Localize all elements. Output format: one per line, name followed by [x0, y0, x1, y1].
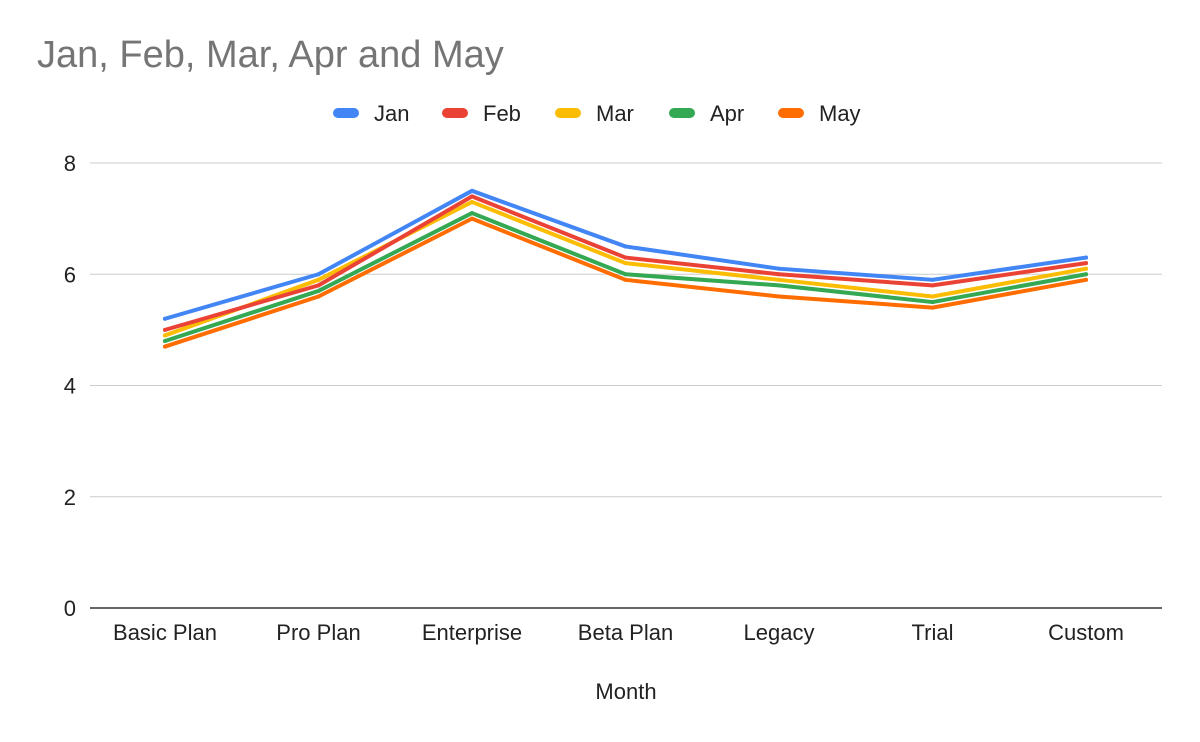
data-point-jan [470, 188, 474, 193]
y-tick-label: 4 [64, 374, 76, 399]
data-point-mar [777, 277, 781, 282]
data-point-mar [930, 294, 935, 299]
data-point-apr [623, 272, 628, 277]
data-point-jan [623, 244, 628, 249]
data-point-feb [163, 327, 167, 332]
x-axis: Basic Plan Pro Plan Enterprise Beta Plan Leg… [113, 620, 1124, 645]
legend-label-may: May [819, 101, 861, 126]
legend: Jan Feb Mar Apr May [333, 101, 861, 126]
x-tick-label: Trial [912, 620, 954, 645]
legend-swatch-feb [442, 108, 468, 118]
data-point-apr [777, 283, 781, 288]
data-point-apr [316, 288, 321, 293]
data-point-jan [930, 277, 935, 282]
data-point-jan [1084, 255, 1088, 260]
data-point-mar [623, 261, 628, 266]
data-point-jan [316, 272, 321, 277]
legend-swatch-may [778, 108, 804, 118]
y-tick-label: 0 [64, 596, 76, 621]
data-point-mar [470, 199, 474, 204]
chart-title: Jan, Feb, Mar, Apr and May [37, 34, 504, 76]
data-point-apr [163, 339, 167, 343]
data-point-may [163, 344, 167, 349]
data-point-apr [1084, 272, 1088, 277]
data-point-mar [316, 277, 321, 282]
y-tick-label: 2 [64, 485, 76, 510]
data-point-may [316, 294, 321, 299]
y-tick-label: 6 [64, 262, 76, 287]
data-point-may [930, 305, 935, 310]
data-point-apr [470, 211, 474, 216]
data-point-may [1084, 277, 1088, 282]
data-point-feb [930, 283, 935, 288]
legend-swatch-apr [669, 108, 695, 118]
data-point-feb [1084, 261, 1088, 266]
y-tick-label: 8 [64, 151, 76, 176]
data-point-may [777, 294, 781, 299]
legend-swatch-mar [555, 108, 581, 118]
series-line-mar [163, 199, 1088, 338]
data-point-feb [623, 255, 628, 260]
x-tick-label: Custom [1048, 620, 1124, 645]
plot-area [163, 188, 1088, 349]
gridlines [90, 162, 1162, 609]
data-point-jan [777, 266, 781, 271]
x-tick-label: Basic Plan [113, 620, 217, 645]
data-point-feb [470, 194, 474, 199]
x-tick-label: Beta Plan [578, 620, 673, 645]
data-point-jan [163, 316, 167, 321]
data-point-may [470, 216, 474, 221]
x-tick-label: Enterprise [422, 620, 522, 645]
data-point-apr [930, 300, 935, 305]
legend-label-jan: Jan [374, 101, 409, 126]
data-point-may [623, 277, 628, 282]
y-axis: 0 2 4 6 8 [64, 151, 76, 621]
data-point-feb [316, 283, 321, 288]
data-point-mar [163, 333, 167, 338]
legend-label-apr: Apr [710, 101, 744, 126]
data-point-feb [777, 272, 781, 277]
x-tick-label: Pro Plan [276, 620, 360, 645]
legend-label-mar: Mar [596, 101, 634, 126]
data-point-mar [1084, 266, 1088, 271]
legend-label-feb: Feb [483, 101, 521, 126]
x-tick-label: Legacy [744, 620, 815, 645]
x-axis-title: Month [595, 679, 656, 704]
legend-swatch-jan [333, 108, 359, 118]
